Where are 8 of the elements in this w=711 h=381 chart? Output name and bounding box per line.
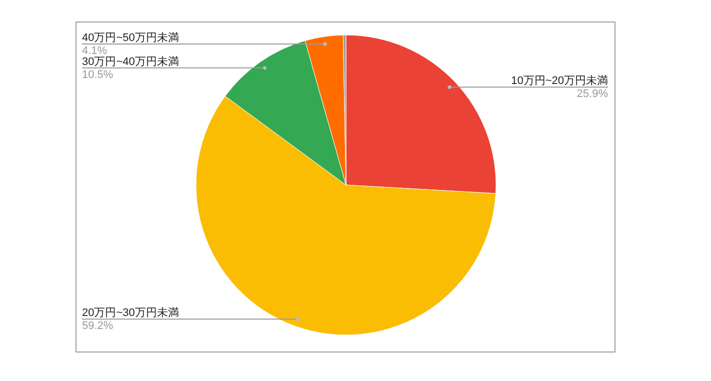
slice-label: 20万円~30万円未満 bbox=[82, 306, 179, 320]
data-label: 59.2% bbox=[82, 320, 114, 332]
slice-label: 30万円~40万円未満 bbox=[82, 54, 179, 68]
slice-label: 40万円~50万円未満 bbox=[82, 31, 179, 44]
slice-label: 10万円~20万円未満 bbox=[511, 74, 608, 88]
data-label: 10.5% bbox=[82, 68, 114, 81]
data-label: 25.9% bbox=[576, 88, 608, 100]
data-label: 4.1% bbox=[82, 45, 108, 58]
